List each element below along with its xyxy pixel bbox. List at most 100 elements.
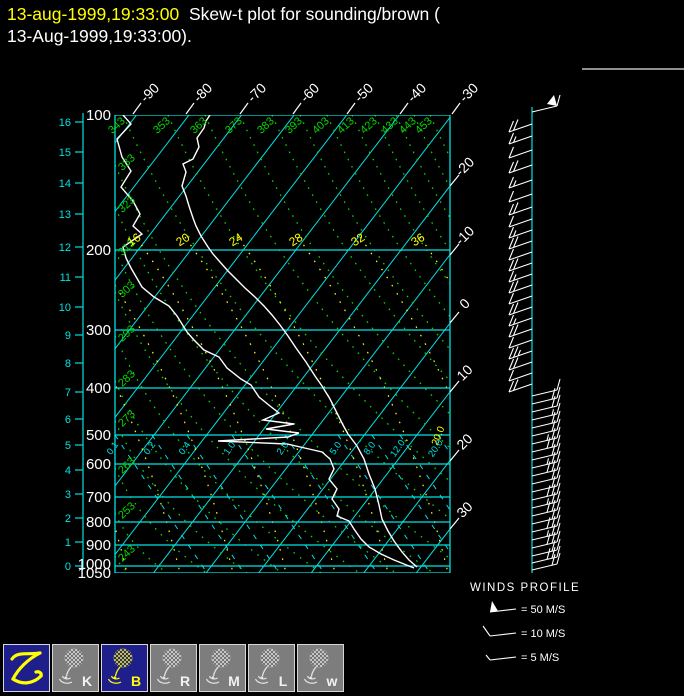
- svg-text:= 5 M/S: = 5 M/S: [521, 652, 559, 664]
- svg-text:303: 303: [116, 279, 138, 300]
- svg-text:433: 433: [379, 115, 401, 136]
- toolbar-button-letter: B: [131, 673, 141, 689]
- toolbar-button-l[interactable]: L: [248, 644, 295, 692]
- svg-text:30: 30: [453, 498, 475, 520]
- svg-text:363: 363: [188, 115, 210, 136]
- toolbar-button-letter: R: [180, 673, 190, 689]
- sounding-balloon-icon: M: [205, 648, 240, 689]
- svg-text:0: 0: [65, 561, 71, 573]
- svg-text:24: 24: [226, 230, 245, 249]
- svg-text:5: 5: [65, 440, 71, 452]
- svg-text:403: 403: [310, 115, 332, 136]
- svg-text:13: 13: [59, 209, 71, 221]
- svg-text:4: 4: [65, 465, 71, 477]
- svg-text:= 10 M/S: = 10 M/S: [521, 628, 565, 640]
- svg-text:-30: -30: [456, 80, 482, 106]
- svg-text:283: 283: [116, 368, 138, 389]
- svg-text:100: 100: [86, 107, 111, 124]
- svg-text:-70: -70: [244, 80, 270, 106]
- svg-text:-90: -90: [137, 80, 163, 106]
- svg-text:10: 10: [59, 302, 71, 314]
- toolbar-button-w[interactable]: w: [297, 644, 344, 692]
- svg-text:300: 300: [86, 322, 111, 339]
- zeb-logo-icon: [10, 651, 43, 685]
- toolbar-button-m[interactable]: M: [199, 644, 246, 692]
- svg-text:1050: 1050: [78, 565, 111, 582]
- svg-text:800: 800: [86, 514, 111, 531]
- window-border-fragment: [582, 68, 684, 70]
- svg-text:= 50 M/S: = 50 M/S: [521, 604, 565, 616]
- svg-text:10: 10: [453, 361, 475, 383]
- svg-text:413: 413: [335, 115, 357, 136]
- svg-text:36: 36: [408, 230, 427, 249]
- toolbar-button-b[interactable]: B: [101, 644, 148, 692]
- svg-text:0.2: 0.2: [142, 440, 159, 457]
- sounding-balloon-icon: L: [254, 648, 288, 689]
- svg-text:383: 383: [255, 115, 277, 136]
- svg-text:353: 353: [151, 115, 173, 136]
- svg-text:2: 2: [65, 513, 71, 525]
- svg-text:5.0: 5.0: [328, 440, 345, 457]
- svg-text:200: 200: [86, 242, 111, 259]
- svg-text:900: 900: [86, 537, 111, 554]
- svg-text:14: 14: [59, 178, 71, 190]
- svg-text:0: 0: [456, 295, 473, 312]
- svg-text:16: 16: [59, 117, 71, 129]
- toolbar-button-r[interactable]: R: [150, 644, 197, 692]
- svg-text:400: 400: [86, 380, 111, 397]
- svg-text:323: 323: [116, 194, 138, 215]
- svg-text:2.0: 2.0: [275, 440, 292, 457]
- svg-text:9: 9: [65, 330, 71, 342]
- svg-text:393: 393: [283, 115, 305, 136]
- svg-text:15: 15: [59, 147, 71, 159]
- title-timestamp: 13-aug-1999,19:33:00: [7, 4, 180, 24]
- svg-text:263: 263: [116, 455, 138, 476]
- temp-axis-top: -90 -80 -70 -60 -50 -40 -30: [132, 80, 482, 115]
- sounding-balloon-icon: K: [58, 648, 92, 689]
- svg-text:1: 1: [65, 537, 71, 549]
- svg-text:500: 500: [86, 427, 111, 444]
- title-text: Skew-t plot for sounding/brown (: [179, 4, 440, 24]
- wind-legend: WINDS PROFILE = 50 M/S = 10 M/S = 5 M/S: [470, 582, 579, 664]
- svg-text:1000: 1000: [78, 556, 111, 573]
- plot-title: 13-aug-1999,19:33:00 Skew-t plot for sou…: [7, 3, 440, 47]
- title-line1: 13-aug-1999,19:33:00 Skew-t plot for sou…: [7, 3, 440, 25]
- svg-text:20: 20: [173, 230, 192, 249]
- svg-text:-10: -10: [452, 223, 478, 249]
- svg-text:293: 293: [116, 323, 138, 344]
- toolbar-button-letter: K: [82, 673, 92, 689]
- title-line2: 13-Aug-1999,19:33:00).: [7, 26, 192, 46]
- toolbar-button-letter: w: [326, 673, 338, 689]
- svg-text:7: 7: [65, 387, 71, 399]
- toolbar-button-k[interactable]: K: [52, 644, 99, 692]
- svg-text:11: 11: [60, 272, 71, 284]
- svg-text:243: 243: [116, 543, 138, 564]
- sounding-balloon-icon: w: [303, 648, 338, 689]
- svg-text:12: 12: [59, 242, 71, 254]
- sounding-balloon-icon: B: [107, 648, 141, 689]
- svg-text:28: 28: [286, 230, 305, 249]
- svg-text:8: 8: [65, 358, 71, 370]
- svg-text:20: 20: [453, 430, 475, 452]
- svg-text:423: 423: [358, 115, 380, 136]
- plot-frame: [114, 115, 451, 573]
- svg-text:-80: -80: [190, 80, 216, 106]
- svg-text:8.0: 8.0: [362, 440, 379, 457]
- svg-text:3: 3: [65, 489, 71, 501]
- toolbar-button-zeb-logo[interactable]: [3, 644, 50, 692]
- svg-text:600: 600: [86, 456, 111, 473]
- dewpoint-trace: [116, 115, 415, 569]
- svg-text:-50: -50: [351, 80, 377, 106]
- svg-text:-20: -20: [452, 154, 478, 180]
- temperature-trace: [181, 115, 418, 568]
- sounding-balloon-icon: R: [156, 648, 190, 689]
- svg-text:700: 700: [86, 489, 111, 506]
- svg-text:0.4: 0.4: [177, 440, 194, 457]
- svg-text:373: 373: [223, 115, 245, 136]
- svg-text:453: 453: [413, 115, 435, 136]
